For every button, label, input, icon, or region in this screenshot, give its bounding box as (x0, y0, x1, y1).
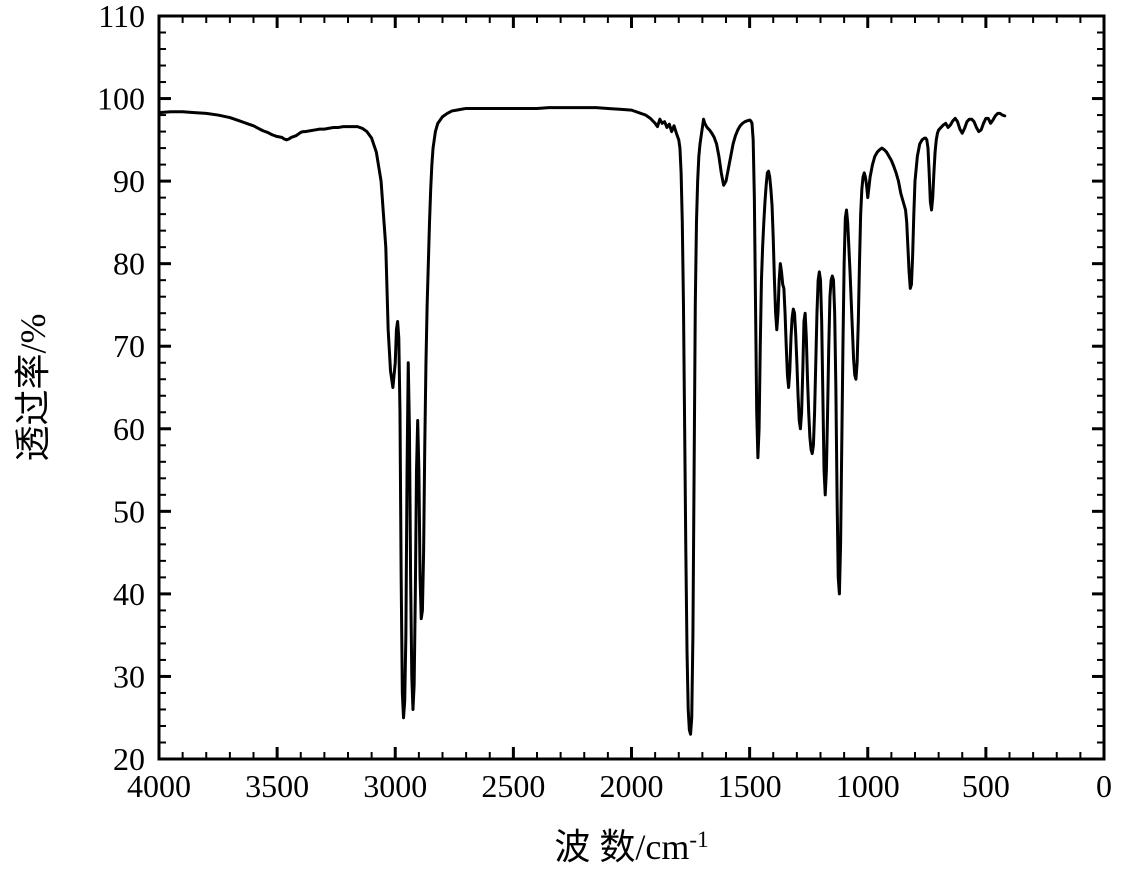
y-tick-label: 110 (98, 0, 145, 34)
y-tick-label: 60 (113, 411, 145, 447)
y-tick-label: 70 (113, 328, 145, 364)
y-tick-label: 90 (113, 163, 145, 199)
x-tick-label: 500 (962, 768, 1010, 804)
x-tick-label: 3500 (245, 768, 309, 804)
x-tick-label: 1000 (836, 768, 900, 804)
x-axis-label: 波 数/cm-1 (554, 827, 708, 868)
y-tick-label: 40 (113, 576, 145, 612)
y-tick-label: 30 (113, 658, 145, 694)
x-tick-label: 2000 (600, 768, 664, 804)
y-axis-label: 透过率/% (13, 314, 53, 462)
x-tick-label: 2500 (481, 768, 545, 804)
y-tick-label: 100 (97, 81, 145, 117)
x-tick-label: 3000 (363, 768, 427, 804)
y-tick-label: 50 (113, 493, 145, 529)
y-tick-label: 20 (113, 741, 145, 777)
ir-spectrum-chart: 4000350030002500200015001000500020304050… (0, 0, 1128, 889)
x-tick-label: 1500 (718, 768, 782, 804)
x-tick-label: 0 (1096, 768, 1112, 804)
spectrum-line (159, 108, 1005, 735)
y-tick-label: 80 (113, 246, 145, 282)
chart-svg: 4000350030002500200015001000500020304050… (0, 0, 1128, 889)
